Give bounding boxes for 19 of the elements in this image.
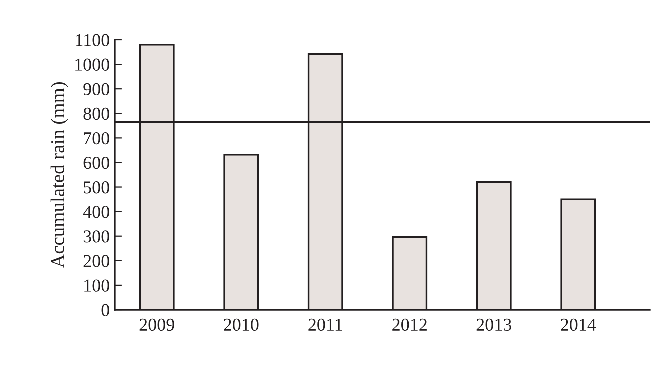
- y-tick-label: 1100: [76, 34, 110, 46]
- x-tick-label: 2013: [476, 318, 512, 332]
- y-tick-label: 1000: [76, 58, 110, 71]
- x-tick-label: 2011: [308, 318, 342, 332]
- x-tick-label: 2009: [140, 318, 174, 332]
- y-tick-label: 100: [84, 280, 110, 292]
- y-tick-label: 900: [84, 83, 110, 96]
- y-tick-label: 0: [102, 304, 110, 316]
- y-tick-label: 200: [84, 255, 110, 268]
- y-tick-label: 500: [84, 182, 110, 194]
- y-tick-label: 600: [84, 156, 110, 170]
- x-tick-label: 2014: [561, 318, 596, 332]
- x-tick-label: 2010: [224, 318, 259, 332]
- y-tick-label: 700: [84, 132, 110, 145]
- y-tick-label: 300: [84, 230, 110, 243]
- x-tick-label: 2012: [392, 318, 427, 332]
- y-axis-title: Accumulated rain (mm): [50, 82, 68, 268]
- y-tick-label: 400: [83, 206, 110, 218]
- y-tick-label: 800: [84, 108, 110, 120]
